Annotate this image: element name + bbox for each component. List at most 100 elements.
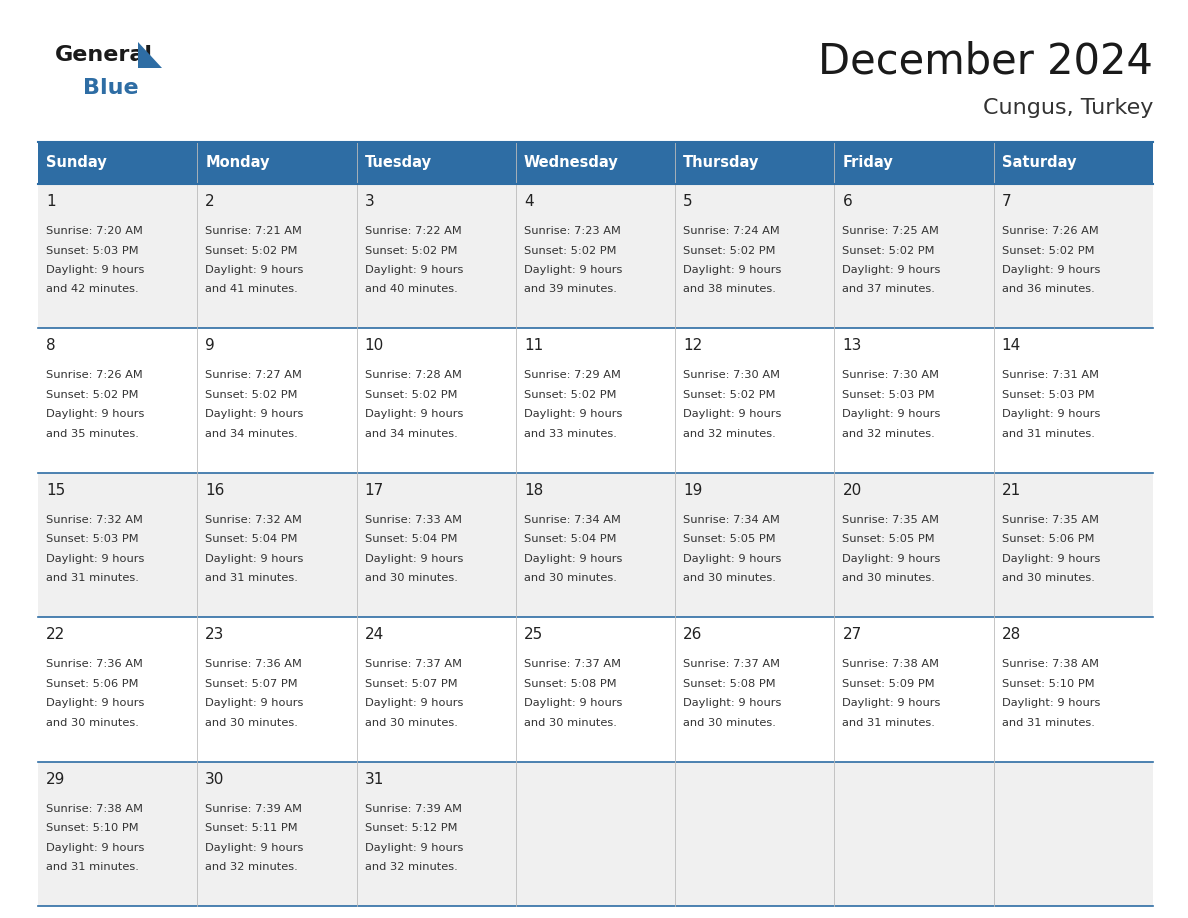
Bar xyxy=(38,329,1154,473)
Text: Sunrise: 7:33 AM: Sunrise: 7:33 AM xyxy=(365,515,462,525)
Text: Cungus, Turkey: Cungus, Turkey xyxy=(982,98,1154,118)
Text: and 30 minutes.: and 30 minutes. xyxy=(683,574,776,583)
Text: Sunset: 5:10 PM: Sunset: 5:10 PM xyxy=(46,823,139,834)
Text: Sunrise: 7:37 AM: Sunrise: 7:37 AM xyxy=(683,659,781,669)
Text: and 32 minutes.: and 32 minutes. xyxy=(842,429,935,439)
Text: Daylight: 9 hours: Daylight: 9 hours xyxy=(206,409,304,420)
Text: Sunset: 5:10 PM: Sunset: 5:10 PM xyxy=(1001,678,1094,688)
Text: Wednesday: Wednesday xyxy=(524,155,619,171)
Text: 2: 2 xyxy=(206,194,215,209)
Text: 16: 16 xyxy=(206,483,225,498)
Text: 15: 15 xyxy=(46,483,65,498)
Text: 7: 7 xyxy=(1001,194,1011,209)
Text: Daylight: 9 hours: Daylight: 9 hours xyxy=(524,409,623,420)
Text: Sunrise: 7:34 AM: Sunrise: 7:34 AM xyxy=(524,515,621,525)
Text: and 41 minutes.: and 41 minutes. xyxy=(206,285,298,295)
Bar xyxy=(516,142,675,184)
Text: and 31 minutes.: and 31 minutes. xyxy=(1001,718,1094,728)
Text: Sunset: 5:03 PM: Sunset: 5:03 PM xyxy=(1001,390,1094,400)
Text: Sunset: 5:08 PM: Sunset: 5:08 PM xyxy=(524,678,617,688)
Text: Daylight: 9 hours: Daylight: 9 hours xyxy=(206,265,304,275)
Text: Saturday: Saturday xyxy=(1001,155,1076,171)
Text: 22: 22 xyxy=(46,627,65,643)
Bar xyxy=(38,617,1154,762)
Text: and 30 minutes.: and 30 minutes. xyxy=(683,718,776,728)
Text: and 31 minutes.: and 31 minutes. xyxy=(842,718,935,728)
Text: and 34 minutes.: and 34 minutes. xyxy=(206,429,298,439)
Text: 3: 3 xyxy=(365,194,374,209)
Text: Daylight: 9 hours: Daylight: 9 hours xyxy=(46,265,145,275)
Text: Sunrise: 7:39 AM: Sunrise: 7:39 AM xyxy=(206,803,302,813)
Text: Sunrise: 7:30 AM: Sunrise: 7:30 AM xyxy=(842,370,940,380)
Text: Tuesday: Tuesday xyxy=(365,155,431,171)
Text: Sunset: 5:05 PM: Sunset: 5:05 PM xyxy=(683,534,776,544)
Text: Sunrise: 7:27 AM: Sunrise: 7:27 AM xyxy=(206,370,302,380)
Text: Sunset: 5:02 PM: Sunset: 5:02 PM xyxy=(46,390,139,400)
Text: and 31 minutes.: and 31 minutes. xyxy=(46,862,139,872)
Text: Sunset: 5:11 PM: Sunset: 5:11 PM xyxy=(206,823,298,834)
Text: Daylight: 9 hours: Daylight: 9 hours xyxy=(206,699,304,708)
Text: and 30 minutes.: and 30 minutes. xyxy=(1001,574,1094,583)
Text: and 40 minutes.: and 40 minutes. xyxy=(365,285,457,295)
Text: and 37 minutes.: and 37 minutes. xyxy=(842,285,935,295)
Text: Sunset: 5:02 PM: Sunset: 5:02 PM xyxy=(206,390,298,400)
Text: 14: 14 xyxy=(1001,339,1020,353)
Text: Daylight: 9 hours: Daylight: 9 hours xyxy=(842,699,941,708)
Text: Sunrise: 7:38 AM: Sunrise: 7:38 AM xyxy=(842,659,940,669)
Text: Monday: Monday xyxy=(206,155,270,171)
Text: Daylight: 9 hours: Daylight: 9 hours xyxy=(1001,265,1100,275)
Text: Sunset: 5:12 PM: Sunset: 5:12 PM xyxy=(365,823,457,834)
Text: and 30 minutes.: and 30 minutes. xyxy=(46,718,139,728)
Text: 31: 31 xyxy=(365,772,384,787)
Text: Daylight: 9 hours: Daylight: 9 hours xyxy=(842,409,941,420)
Text: Sunset: 5:03 PM: Sunset: 5:03 PM xyxy=(46,534,139,544)
Bar xyxy=(356,142,516,184)
Text: Daylight: 9 hours: Daylight: 9 hours xyxy=(46,409,145,420)
Text: and 32 minutes.: and 32 minutes. xyxy=(206,862,298,872)
Text: Sunset: 5:08 PM: Sunset: 5:08 PM xyxy=(683,678,776,688)
Text: Sunrise: 7:34 AM: Sunrise: 7:34 AM xyxy=(683,515,781,525)
Text: 6: 6 xyxy=(842,194,852,209)
Text: 18: 18 xyxy=(524,483,543,498)
Bar xyxy=(38,762,1154,906)
Text: Sunset: 5:02 PM: Sunset: 5:02 PM xyxy=(365,390,457,400)
Text: Sunrise: 7:37 AM: Sunrise: 7:37 AM xyxy=(524,659,621,669)
Text: 20: 20 xyxy=(842,483,861,498)
Text: Sunrise: 7:26 AM: Sunrise: 7:26 AM xyxy=(46,370,143,380)
Text: Sunrise: 7:36 AM: Sunrise: 7:36 AM xyxy=(46,659,143,669)
Text: Sunset: 5:04 PM: Sunset: 5:04 PM xyxy=(206,534,298,544)
Text: and 31 minutes.: and 31 minutes. xyxy=(1001,429,1094,439)
Text: Daylight: 9 hours: Daylight: 9 hours xyxy=(365,554,463,564)
Text: Daylight: 9 hours: Daylight: 9 hours xyxy=(524,265,623,275)
Text: and 31 minutes.: and 31 minutes. xyxy=(46,574,139,583)
Text: Daylight: 9 hours: Daylight: 9 hours xyxy=(1001,699,1100,708)
Text: General: General xyxy=(55,45,153,65)
Text: and 35 minutes.: and 35 minutes. xyxy=(46,429,139,439)
Text: 13: 13 xyxy=(842,339,861,353)
Text: Sunrise: 7:38 AM: Sunrise: 7:38 AM xyxy=(46,803,143,813)
Text: 12: 12 xyxy=(683,339,702,353)
Text: 10: 10 xyxy=(365,339,384,353)
Text: Daylight: 9 hours: Daylight: 9 hours xyxy=(524,554,623,564)
Text: 8: 8 xyxy=(46,339,56,353)
Text: and 30 minutes.: and 30 minutes. xyxy=(365,574,457,583)
Text: Friday: Friday xyxy=(842,155,893,171)
Text: Daylight: 9 hours: Daylight: 9 hours xyxy=(46,699,145,708)
Text: 26: 26 xyxy=(683,627,702,643)
Text: Daylight: 9 hours: Daylight: 9 hours xyxy=(365,699,463,708)
Text: Sunrise: 7:25 AM: Sunrise: 7:25 AM xyxy=(842,226,940,236)
Bar xyxy=(38,142,197,184)
Text: Daylight: 9 hours: Daylight: 9 hours xyxy=(683,699,782,708)
Text: 28: 28 xyxy=(1001,627,1020,643)
Text: 27: 27 xyxy=(842,627,861,643)
Text: Sunset: 5:02 PM: Sunset: 5:02 PM xyxy=(524,245,617,255)
Text: Thursday: Thursday xyxy=(683,155,759,171)
Text: Sunrise: 7:37 AM: Sunrise: 7:37 AM xyxy=(365,659,462,669)
Bar xyxy=(834,142,993,184)
Text: Daylight: 9 hours: Daylight: 9 hours xyxy=(46,554,145,564)
Bar xyxy=(38,473,1154,617)
Text: Daylight: 9 hours: Daylight: 9 hours xyxy=(365,409,463,420)
Text: Sunrise: 7:23 AM: Sunrise: 7:23 AM xyxy=(524,226,621,236)
Text: Sunrise: 7:20 AM: Sunrise: 7:20 AM xyxy=(46,226,143,236)
Text: Sunrise: 7:29 AM: Sunrise: 7:29 AM xyxy=(524,370,621,380)
